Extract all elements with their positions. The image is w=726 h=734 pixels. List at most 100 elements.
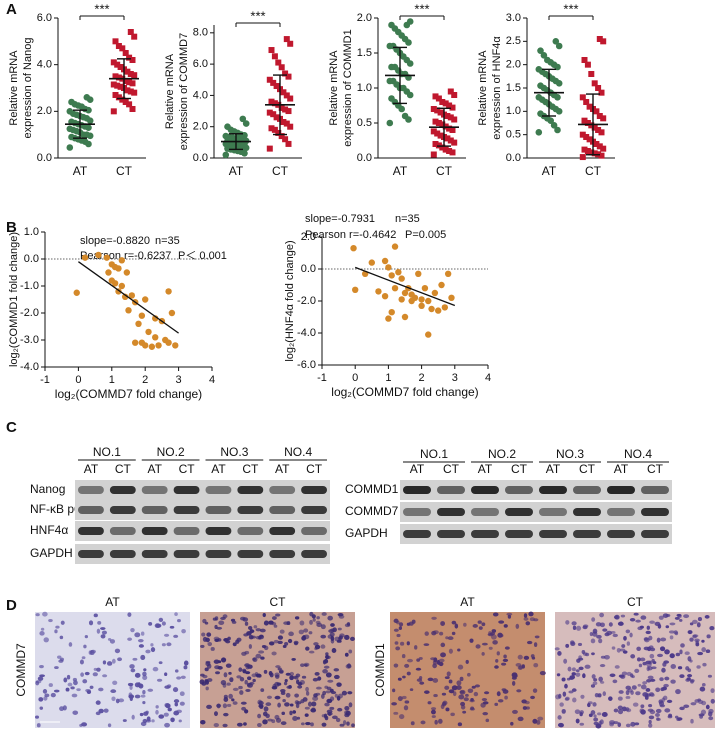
nucleus <box>336 695 341 701</box>
nucleus <box>210 647 215 651</box>
nucleus <box>304 663 308 667</box>
nucleus <box>214 711 218 717</box>
nucleus <box>456 685 462 690</box>
band <box>141 486 168 494</box>
nucleus <box>260 656 265 660</box>
nucleus <box>404 663 410 668</box>
nucleus <box>337 707 343 712</box>
nucleus <box>350 636 355 642</box>
nucleus <box>696 622 701 628</box>
nucleus <box>687 656 692 662</box>
data-point <box>444 113 451 119</box>
nucleus <box>414 645 418 650</box>
x-tick-label: 4 <box>209 374 215 386</box>
nucleus <box>686 677 691 681</box>
nucleus <box>320 634 327 639</box>
y-axis-label: expression of HNF4α <box>491 36 503 140</box>
data-point <box>275 129 282 136</box>
nucleus <box>348 702 353 708</box>
nucleus <box>687 674 693 678</box>
nucleus <box>561 708 566 714</box>
nucleus <box>155 709 159 715</box>
data-point <box>122 78 129 84</box>
nucleus <box>710 698 715 704</box>
nucleus <box>689 622 694 626</box>
nucleus <box>325 655 330 660</box>
nucleus <box>42 611 48 617</box>
nucleus <box>329 696 335 702</box>
band <box>237 486 264 494</box>
nucleus <box>470 706 475 710</box>
data-point <box>172 342 179 349</box>
nucleus <box>143 711 149 716</box>
lane-label: AT <box>275 462 290 476</box>
nucleus <box>451 685 458 691</box>
nucleus <box>661 667 666 673</box>
nucleus <box>316 616 320 620</box>
nucleus <box>450 712 455 717</box>
nucleus <box>305 646 310 651</box>
nucleus <box>93 613 98 618</box>
data-point <box>588 149 595 156</box>
nucleus <box>134 694 141 699</box>
data-point <box>128 292 136 299</box>
data-point <box>287 40 294 47</box>
data-point <box>168 309 176 317</box>
nucleus <box>260 688 265 693</box>
nucleus <box>178 719 182 723</box>
nucleus <box>655 687 661 693</box>
nucleus <box>469 638 474 643</box>
x-tick-label: CT <box>272 164 289 178</box>
data-point <box>425 331 432 338</box>
nucleus <box>507 614 512 619</box>
nucleus <box>151 719 155 723</box>
nucleus <box>590 684 596 688</box>
nucleus <box>696 665 701 669</box>
nucleus <box>451 620 457 625</box>
nucleus <box>585 652 590 657</box>
nucleus <box>145 649 151 654</box>
nucleus <box>629 632 633 638</box>
nucleus <box>420 720 426 725</box>
nucleus <box>614 614 620 620</box>
nucleus <box>629 617 636 622</box>
nucleus <box>284 702 290 707</box>
nucleus <box>142 701 146 705</box>
data-point <box>375 288 382 295</box>
nucleus <box>274 695 281 700</box>
nucleus <box>35 680 42 684</box>
nucleus <box>200 644 205 648</box>
nucleus <box>54 666 59 670</box>
band <box>269 550 296 558</box>
nucleus <box>302 697 308 702</box>
nucleus <box>325 672 332 678</box>
data-point <box>285 140 292 147</box>
data-point <box>446 125 453 132</box>
nucleus <box>485 718 490 723</box>
protein-label: COMMD1 <box>345 482 399 496</box>
nucleus <box>690 702 697 706</box>
data-point <box>579 94 586 101</box>
nucleus <box>84 671 90 676</box>
nucleus <box>222 683 227 688</box>
nucleus <box>661 697 665 703</box>
nucleus <box>247 682 251 687</box>
y-tick-label: 2.0 <box>506 59 521 71</box>
nucleus <box>139 712 144 717</box>
nucleus <box>407 658 413 663</box>
data-point <box>285 108 292 115</box>
protein-label: COMMD7 <box>345 504 399 518</box>
nucleus <box>580 694 585 699</box>
nucleus <box>268 641 275 646</box>
nucleus <box>401 695 407 700</box>
nucleus <box>284 679 288 683</box>
lane-group-label: NO.3 <box>556 447 584 461</box>
nucleus <box>427 677 434 682</box>
nucleus <box>331 647 337 654</box>
band <box>607 530 635 538</box>
data-point <box>283 92 290 99</box>
nucleus <box>643 637 649 641</box>
nucleus <box>472 624 478 628</box>
nucleus <box>275 717 282 723</box>
data-point <box>386 77 394 85</box>
